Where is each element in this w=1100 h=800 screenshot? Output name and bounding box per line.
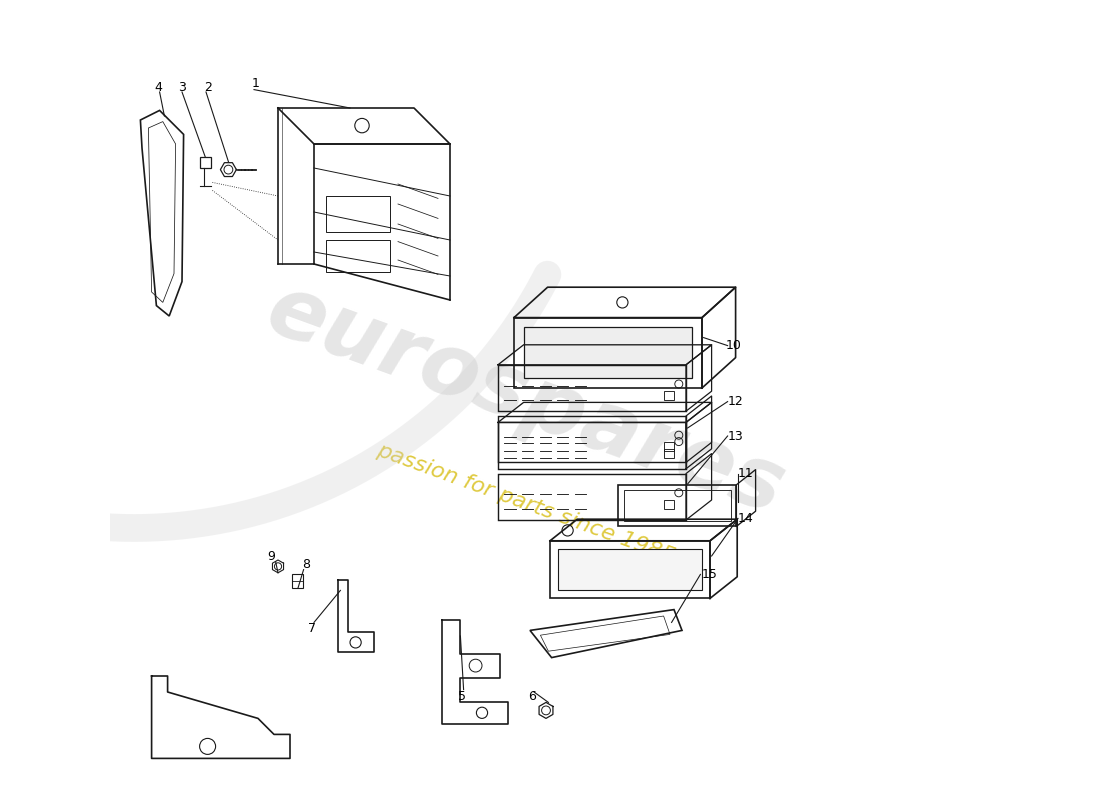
Text: 6: 6 xyxy=(528,690,537,702)
Text: 15: 15 xyxy=(702,568,718,581)
Text: 12: 12 xyxy=(728,395,744,408)
Bar xyxy=(624,490,730,521)
Text: 8: 8 xyxy=(302,558,310,570)
Text: eurospares: eurospares xyxy=(256,268,796,532)
Text: 1: 1 xyxy=(252,77,260,90)
Bar xyxy=(663,442,674,451)
Bar xyxy=(663,449,674,458)
Bar xyxy=(293,574,303,588)
Bar xyxy=(558,549,702,590)
Bar xyxy=(199,157,211,168)
Bar xyxy=(326,240,390,272)
Text: 14: 14 xyxy=(738,512,754,525)
Bar xyxy=(524,327,692,378)
Text: 3: 3 xyxy=(178,81,186,94)
Bar xyxy=(663,500,674,509)
Bar xyxy=(498,422,686,469)
Text: 11: 11 xyxy=(738,467,754,480)
Text: 10: 10 xyxy=(726,339,741,352)
Bar xyxy=(618,485,736,526)
Text: 7: 7 xyxy=(308,622,316,634)
Bar xyxy=(326,196,390,232)
Text: 13: 13 xyxy=(728,430,744,442)
Bar xyxy=(663,391,674,400)
Bar xyxy=(514,318,702,388)
Bar xyxy=(498,474,686,520)
Text: 5: 5 xyxy=(458,690,466,702)
Text: 4: 4 xyxy=(154,81,162,94)
Text: 2: 2 xyxy=(204,81,211,94)
Text: 9: 9 xyxy=(267,550,275,562)
Bar xyxy=(498,365,686,411)
Text: passion for parts since 1985: passion for parts since 1985 xyxy=(374,441,678,567)
Bar xyxy=(498,416,686,462)
Bar xyxy=(550,541,710,598)
